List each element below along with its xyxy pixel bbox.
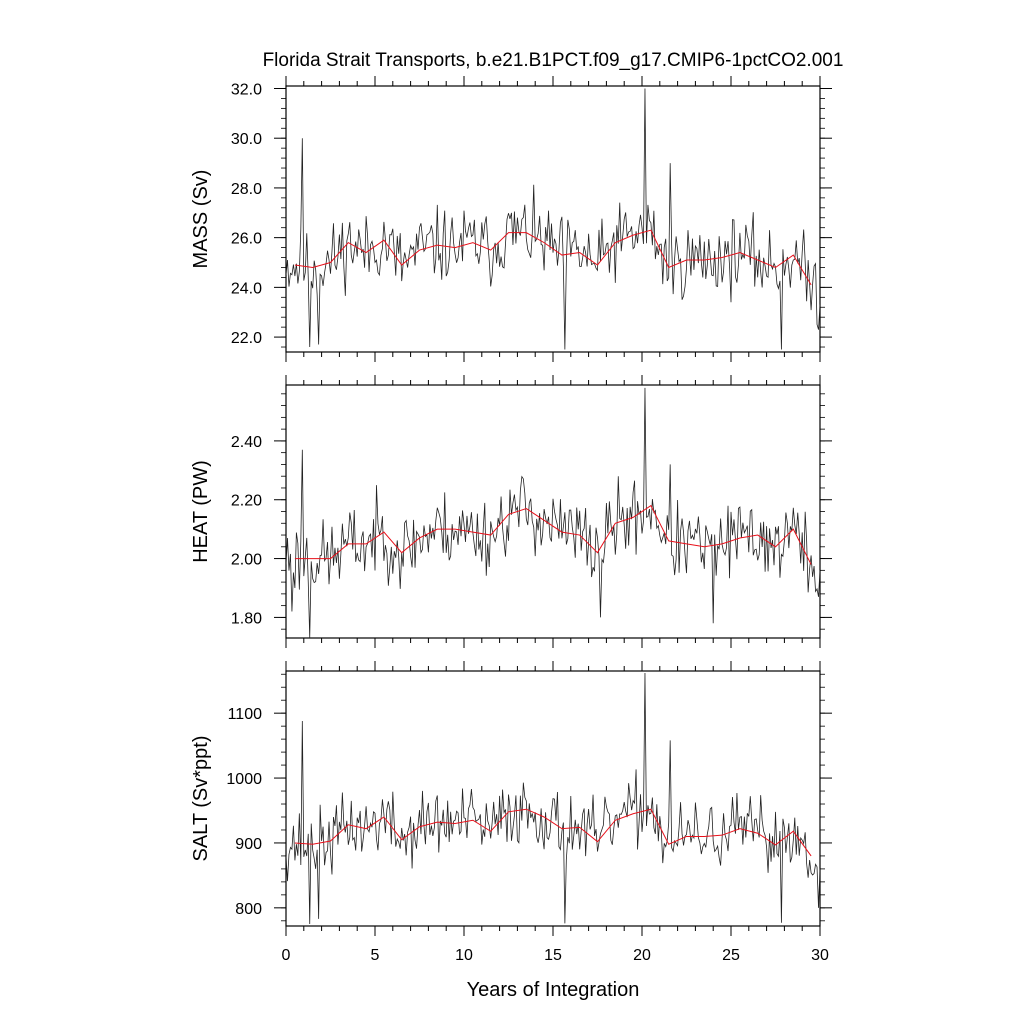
figure-title: Florida Strait Transports, b.e21.B1PCT.f… bbox=[263, 50, 844, 71]
y-tick-label: 1100 bbox=[228, 706, 263, 723]
y-axis-label: SALT (Sv*ppt) bbox=[190, 736, 212, 862]
y-ticks: 800 900 1000 1100 bbox=[226, 673, 832, 922]
y-tick-label: 22.0 bbox=[231, 330, 262, 347]
y-tick-label: 30.0 bbox=[231, 131, 262, 148]
y-tick-label: 28.0 bbox=[231, 181, 262, 198]
heat-panel: 1.80 2.00 2.20 2.40 HEAT (PW) bbox=[190, 375, 832, 648]
y-tick-label: 1.80 bbox=[231, 610, 262, 627]
x-ticks bbox=[285, 375, 821, 648]
x-tick-label: 30 bbox=[811, 947, 829, 964]
x-axis-label: Years of Integration bbox=[467, 979, 640, 1001]
annual-mean-line bbox=[294, 504, 812, 565]
y-axis-label: HEAT (PW) bbox=[190, 460, 212, 563]
monthly-series-line bbox=[286, 387, 820, 638]
x-ticks bbox=[285, 661, 821, 936]
y-tick-label: 32.0 bbox=[231, 81, 262, 98]
monthly-series-line bbox=[286, 88, 820, 350]
y-ticks: 1.80 2.00 2.20 2.40 bbox=[231, 393, 832, 630]
x-tick-label: 10 bbox=[455, 947, 473, 964]
y-tick-label: 2.40 bbox=[231, 434, 262, 451]
x-tick-label: 0 bbox=[282, 947, 291, 964]
x-tick-label: 5 bbox=[371, 947, 380, 964]
y-tick-label: 900 bbox=[235, 836, 262, 853]
y-tick-label: 2.00 bbox=[231, 552, 262, 569]
x-ticks bbox=[285, 76, 821, 362]
annual-mean-line bbox=[294, 808, 812, 857]
mass-panel: 22.0 24.0 26.0 28.0 30.0 32.0 MASS (Sv) bbox=[190, 76, 832, 362]
annual-mean-line bbox=[294, 229, 812, 286]
x-tick-label: 15 bbox=[544, 947, 562, 964]
x-tick-label: 25 bbox=[722, 947, 740, 964]
monthly-series-line bbox=[286, 672, 820, 925]
y-axis-label: MASS (Sv) bbox=[190, 170, 212, 269]
y-tick-label: 1000 bbox=[226, 771, 262, 788]
y-tick-label: 24.0 bbox=[231, 280, 262, 297]
y-ticks: 22.0 24.0 26.0 28.0 30.0 32.0 bbox=[231, 81, 832, 348]
y-tick-label: 800 bbox=[235, 901, 262, 918]
salt-panel: 800 900 1000 1100 SALT (Sv*ppt) 0 5 10 15 20 25 30 bbox=[190, 661, 832, 964]
y-tick-label: 2.20 bbox=[231, 493, 262, 510]
y-tick-label: 26.0 bbox=[231, 231, 262, 248]
x-tick-label: 20 bbox=[633, 947, 651, 964]
